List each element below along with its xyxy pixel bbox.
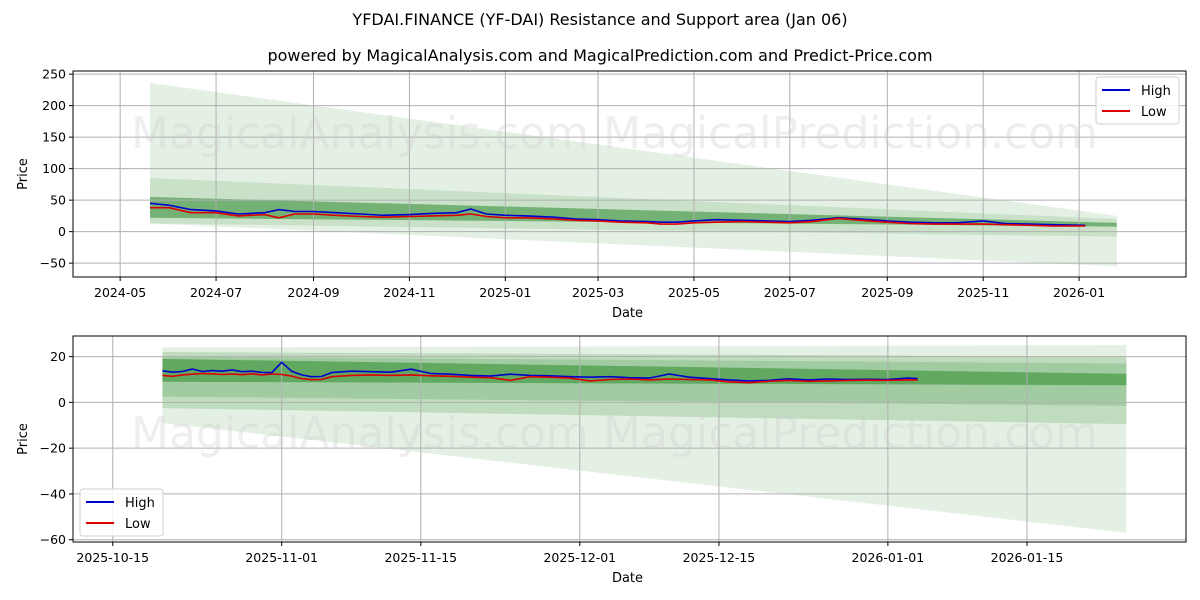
chart-panel-2: MagicalAnalysis.com MagicalPrediction.com…	[16, 335, 1187, 586]
x-tick-label: 2025-12-15	[683, 550, 756, 565]
legend-label-low: Low	[125, 517, 151, 532]
x-tick-label: 2025-03	[572, 285, 624, 300]
x-axis-label: Date	[612, 306, 643, 321]
legend-label-high: High	[1141, 84, 1171, 99]
forecast-band	[162, 345, 1127, 533]
x-tick-label: 2026-01	[1053, 285, 1105, 300]
series-low-line	[162, 372, 918, 384]
y-tick-label: −20	[40, 441, 66, 456]
x-tick-label: 2024-07	[190, 285, 242, 300]
plot-frame	[72, 335, 1187, 543]
y-tick-label: 0	[58, 395, 66, 410]
legend-label-high: High	[125, 496, 155, 511]
watermark: MagicalAnalysis.com	[131, 408, 589, 459]
x-tick-label: 2025-11	[957, 285, 1009, 300]
x-tick-label: 2025-12-01	[543, 550, 616, 565]
watermark: MagicalAnalysis.com	[131, 108, 589, 159]
y-axis-label: Price	[16, 423, 31, 455]
series-low-line	[150, 206, 1086, 227]
series-high-line	[149, 202, 1086, 227]
y-tick-label: 150	[42, 130, 66, 145]
x-axis-label: Date	[612, 571, 643, 586]
y-tick-label: 250	[42, 67, 66, 82]
y-tick-label: 0	[58, 224, 66, 239]
watermark: MagicalPrediction.com	[603, 408, 1098, 459]
y-tick-label: 200	[42, 98, 66, 113]
y-tick-label: −60	[40, 532, 66, 547]
x-tick-label: 2025-10-15	[76, 550, 149, 565]
x-tick-label: 2025-07	[764, 285, 816, 300]
legend: High Low	[79, 488, 164, 537]
x-tick-label: 2025-11-15	[384, 550, 457, 565]
chart-subtitle: powered by MagicalAnalysis.com and Magic…	[267, 46, 933, 65]
forecast-band	[150, 196, 1117, 227]
x-tick-label: 2026-01-01	[852, 550, 925, 565]
y-tick-label: 50	[50, 193, 66, 208]
legend: High Low	[1095, 76, 1180, 125]
x-tick-label: 2025-05	[668, 285, 720, 300]
x-tick-label: 2024-11	[383, 285, 435, 300]
y-axis-label: Price	[16, 158, 31, 190]
x-tick-label: 2025-11-01	[245, 550, 318, 565]
x-tick-label: 2025-01	[479, 285, 531, 300]
chart-title: YFDAI.FINANCE (YF-DAI) Resistance and Su…	[352, 10, 848, 29]
plot-frame	[72, 70, 1187, 278]
watermark: MagicalPrediction.com	[603, 108, 1098, 159]
series-high-line	[162, 361, 918, 382]
y-tick-label: 20	[50, 349, 66, 364]
y-tick-label: −50	[40, 256, 66, 271]
x-tick-label: 2025-09	[861, 285, 913, 300]
legend-label-low: Low	[1141, 105, 1167, 120]
x-tick-label: 2024-05	[94, 285, 146, 300]
y-tick-label: 100	[42, 161, 66, 176]
x-tick-label: 2026-01-15	[991, 550, 1064, 565]
y-tick-label: −40	[40, 486, 66, 501]
chart-panel-1: MagicalAnalysis.com MagicalPrediction.com…	[16, 67, 1187, 321]
forecast-band	[162, 358, 1127, 386]
x-tick-label: 2024-09	[287, 285, 339, 300]
